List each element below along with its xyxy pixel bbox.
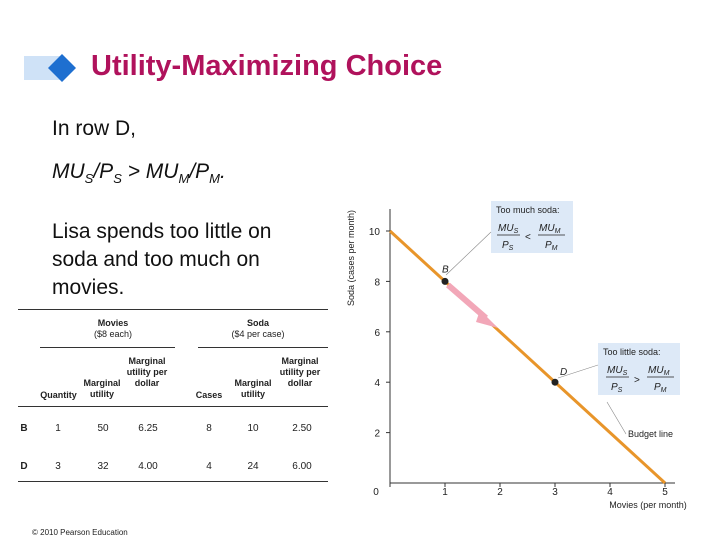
point-label: D (560, 367, 567, 378)
move-arrow-icon (446, 282, 498, 328)
title-diamond-icon (24, 54, 76, 82)
too-much-leader-line (445, 231, 492, 276)
svg-text:PS: PS (502, 240, 514, 252)
budget-line (388, 229, 667, 485)
svg-text:Too little soda:: Too little soda: (603, 347, 661, 357)
col-cases: Cases (195, 390, 223, 400)
too-much-soda-callout: Too much soda: MUS PS < MUM PM (491, 201, 573, 253)
point-label: B (442, 264, 449, 275)
movies-group-header: Movies ($8 each) (93, 318, 133, 339)
svg-text:MUM: MUM (648, 365, 670, 377)
x-tick-label: 3 (552, 487, 558, 498)
marginal-utility-inequality: MUS/PS > MUM/PM. (52, 160, 226, 187)
utility-table: Movies ($8 each) Soda ($4 per case) Quanti… (18, 305, 328, 485)
svg-text:MUS: MUS (498, 223, 519, 235)
y-axis-label: Soda (cases per month) (346, 210, 356, 306)
svg-text:PS: PS (611, 382, 623, 394)
y-tick-label: 4 (374, 378, 380, 389)
budget-line-label: Budget line (628, 429, 673, 439)
y-tick-label: 10 (369, 227, 381, 238)
point-d (551, 378, 559, 386)
row-label: In row D, (52, 117, 137, 140)
soda-group-header: Soda ($4 per case) (231, 318, 285, 339)
svg-text:>: > (634, 375, 640, 386)
svg-text:<: < (525, 232, 531, 243)
svg-text:PM: PM (654, 382, 667, 394)
col-mu-movies: Marginal utility (83, 378, 121, 399)
y-tick-label: 2 (374, 429, 380, 440)
explanation-paragraph: Lisa spends too little on soda and too m… (52, 220, 272, 299)
slide-title: Utility-Maximizing Choice (91, 50, 443, 82)
too-little-leader-line (557, 364, 599, 379)
svg-text:PM: PM (545, 240, 558, 252)
x-tick-label: 0 (373, 487, 379, 498)
budget-line-leader (606, 401, 627, 435)
y-tick-label: 8 (374, 277, 380, 288)
x-axis-label: Movies (per month) (609, 500, 687, 510)
svg-text:MUM: MUM (539, 223, 561, 235)
point-b (441, 277, 449, 285)
copyright-footer: © 2010 Pearson Education (32, 528, 128, 537)
y-tick-label: 6 (374, 328, 380, 339)
svg-text:MUS: MUS (607, 365, 628, 377)
col-mu-soda: Marginal utility (234, 378, 272, 399)
x-tick-label: 5 (662, 487, 668, 498)
col-mupd-soda: Marginal utility per dollar (279, 356, 321, 388)
too-little-soda-callout: Too little soda: MUS PS > MUM PM (598, 343, 680, 395)
col-mupd-movies: Marginal utility per dollar (126, 356, 168, 388)
x-tick-label: 2 (497, 487, 503, 498)
x-tick-label: 1 (442, 487, 448, 498)
x-tick-label: 4 (607, 487, 613, 498)
col-quantity: Quantity (40, 390, 77, 400)
svg-text:Too much soda:: Too much soda: (496, 205, 560, 215)
